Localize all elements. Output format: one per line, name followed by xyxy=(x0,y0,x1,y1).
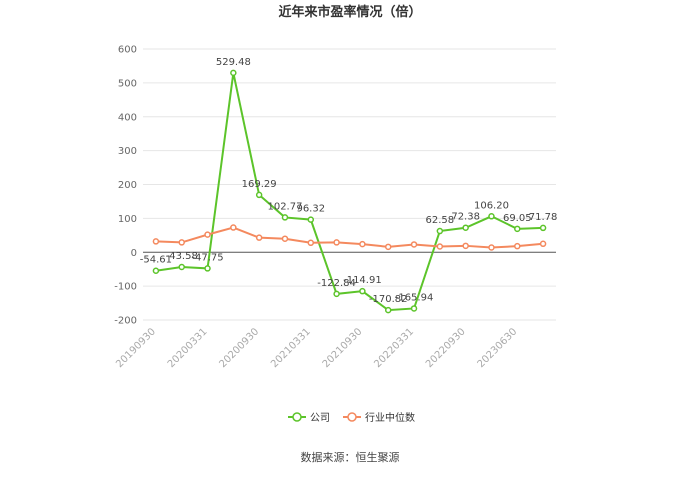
x-tick-label: 20190930 xyxy=(114,326,158,370)
data-label: 529.48 xyxy=(216,57,251,68)
point xyxy=(230,69,237,77)
point xyxy=(230,224,237,231)
data-label: 169.29 xyxy=(242,179,277,190)
point xyxy=(307,239,315,247)
data-label: 71.78 xyxy=(529,212,558,223)
point xyxy=(410,241,418,248)
point xyxy=(178,263,185,271)
data-label: 102.77 xyxy=(267,201,302,212)
data-label: 72.38 xyxy=(451,212,480,223)
point xyxy=(204,231,211,238)
point xyxy=(514,242,521,250)
point xyxy=(436,243,444,250)
data-label: -114.91 xyxy=(343,275,382,286)
x-tick-label: 20200331 xyxy=(166,326,210,370)
data-label: -47.75 xyxy=(191,252,223,263)
x-tick-label: 20220331 xyxy=(372,326,416,370)
y-tick-label: 500 xyxy=(118,78,137,89)
data-label: -170.82 xyxy=(369,294,408,305)
point xyxy=(462,224,469,231)
point xyxy=(204,265,211,272)
y-tick-label: 100 xyxy=(118,214,137,225)
y-tick-label: 600 xyxy=(118,45,137,56)
y-tick-label: -200 xyxy=(114,316,137,327)
point xyxy=(152,267,160,274)
legend-label: 公司 xyxy=(310,413,330,424)
legend-marker xyxy=(347,412,357,422)
data-label: -54.61 xyxy=(140,255,172,266)
y-tick-label: 400 xyxy=(118,112,137,123)
y-tick-label: 200 xyxy=(118,180,137,191)
point xyxy=(488,213,495,220)
line xyxy=(155,226,544,249)
data-label: 69.05 xyxy=(503,213,532,224)
point xyxy=(436,227,444,235)
point xyxy=(410,305,418,312)
data-label: 96.32 xyxy=(296,204,325,215)
y-tick-label: 300 xyxy=(118,146,137,157)
point xyxy=(384,306,392,314)
point xyxy=(333,290,340,298)
y-tick-label: -100 xyxy=(114,282,137,293)
point xyxy=(359,240,366,248)
point xyxy=(333,239,340,246)
data-label: 106.20 xyxy=(474,200,509,211)
legend-marker xyxy=(292,412,302,422)
point xyxy=(255,191,263,199)
x-tick-label: 20210331 xyxy=(269,326,313,370)
data-label: -165.94 xyxy=(395,292,434,303)
y-tick-label: 0 xyxy=(131,248,137,259)
point xyxy=(514,225,521,233)
x-tick-label: 20210930 xyxy=(321,326,365,370)
legend-label: 行业中位数 xyxy=(365,411,415,424)
x-tick-label: 20200930 xyxy=(218,326,262,370)
point xyxy=(307,216,315,223)
point xyxy=(539,240,547,248)
data-label: 62.58 xyxy=(426,215,455,226)
line xyxy=(155,72,544,312)
x-tick-label: 20230630 xyxy=(476,326,520,370)
point xyxy=(488,244,495,251)
source: 数据来源：恒生聚源 xyxy=(301,450,400,464)
point xyxy=(384,243,392,251)
point xyxy=(152,238,160,245)
point xyxy=(462,242,469,250)
data-label: -43.58 xyxy=(166,251,198,262)
point xyxy=(178,239,185,246)
chart-title: 近年来市盈率情况（倍） xyxy=(278,4,421,20)
x-tick-label: 20220930 xyxy=(424,326,468,370)
point xyxy=(359,287,366,295)
point xyxy=(281,214,289,221)
point xyxy=(255,234,263,241)
point xyxy=(539,224,547,232)
data-label: -122.84 xyxy=(317,278,356,289)
point xyxy=(281,235,289,242)
